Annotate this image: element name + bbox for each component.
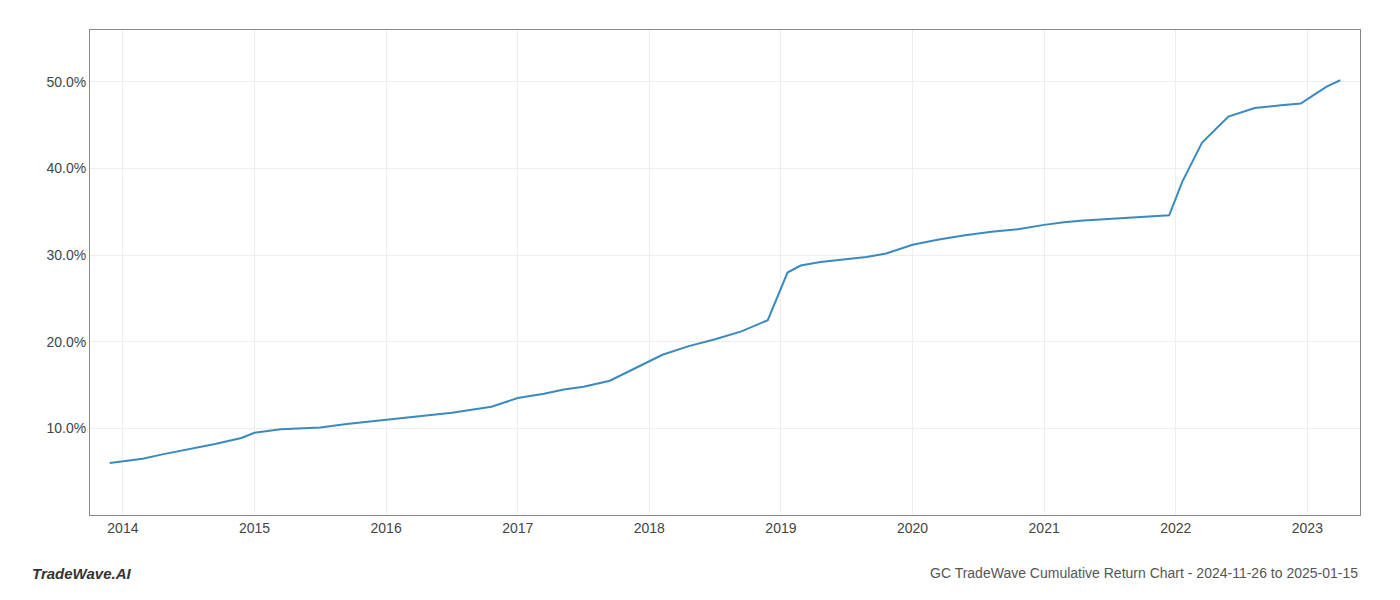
svg-text:2020: 2020 xyxy=(897,520,928,536)
svg-text:2023: 2023 xyxy=(1292,520,1323,536)
svg-text:50.0%: 50.0% xyxy=(46,74,86,90)
svg-text:GC TradeWave Cumulative Return: GC TradeWave Cumulative Return Chart - 2… xyxy=(930,565,1358,581)
svg-text:2015: 2015 xyxy=(239,520,270,536)
svg-text:TradeWave.AI: TradeWave.AI xyxy=(32,565,131,582)
svg-text:2014: 2014 xyxy=(107,520,138,536)
svg-text:2016: 2016 xyxy=(371,520,402,536)
svg-text:10.0%: 10.0% xyxy=(46,420,86,436)
svg-text:40.0%: 40.0% xyxy=(46,160,86,176)
svg-text:2019: 2019 xyxy=(765,520,796,536)
svg-text:2022: 2022 xyxy=(1160,520,1191,536)
svg-text:2017: 2017 xyxy=(502,520,533,536)
svg-text:2018: 2018 xyxy=(634,520,665,536)
svg-text:30.0%: 30.0% xyxy=(46,247,86,263)
svg-text:20.0%: 20.0% xyxy=(46,334,86,350)
svg-text:2021: 2021 xyxy=(1029,520,1060,536)
